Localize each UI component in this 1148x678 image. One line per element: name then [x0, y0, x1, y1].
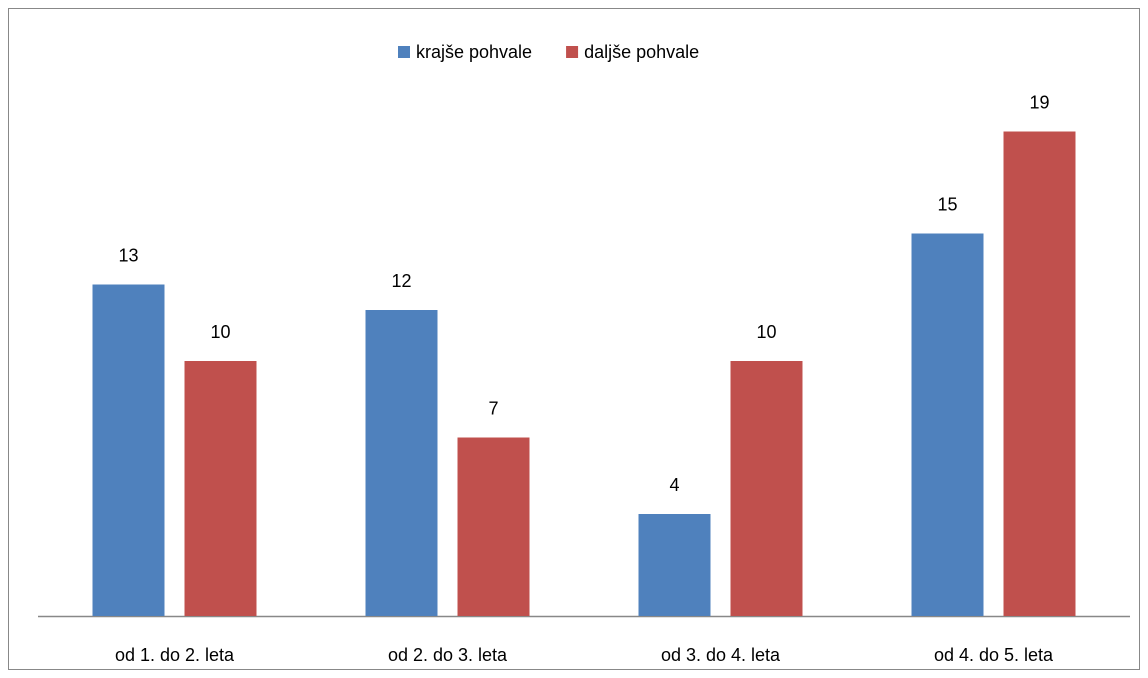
legend-swatch — [566, 46, 579, 58]
x-tick-label: od 3. do 4. leta — [661, 645, 781, 665]
data-label: 4 — [669, 475, 679, 495]
bar — [92, 284, 165, 616]
data-label: 7 — [488, 398, 498, 418]
legend-label: daljše pohvale — [584, 42, 699, 62]
bar — [638, 514, 711, 616]
bar — [184, 361, 257, 616]
bar — [911, 233, 984, 616]
legend-swatch — [398, 46, 410, 58]
data-label: 10 — [756, 322, 776, 342]
bar — [1003, 131, 1076, 616]
data-label: 15 — [937, 194, 957, 214]
x-tick-label: od 4. do 5. leta — [934, 645, 1054, 665]
bar — [365, 310, 438, 616]
legend-label: krajše pohvale — [416, 42, 532, 62]
x-tick-label: od 2. do 3. leta — [388, 645, 508, 665]
x-tick-label: od 1. do 2. leta — [115, 645, 235, 665]
data-label: 19 — [1029, 92, 1049, 112]
bar — [457, 437, 530, 616]
data-label: 13 — [118, 245, 138, 265]
data-label: 12 — [391, 271, 411, 291]
bar — [730, 361, 803, 616]
data-label: 10 — [210, 322, 230, 342]
